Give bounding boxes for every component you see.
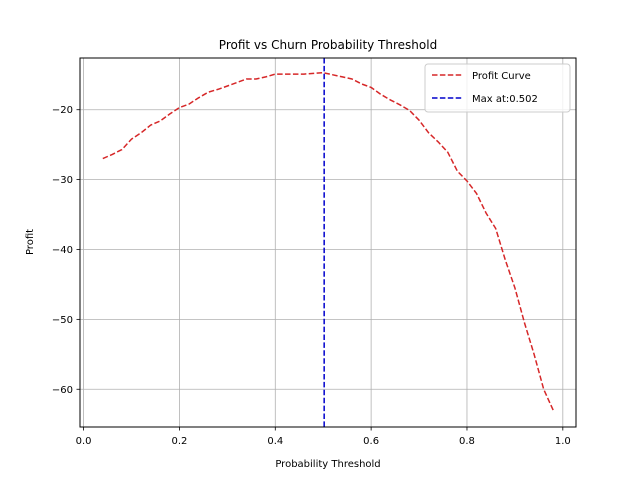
y-tick-label: −50 <box>52 315 73 326</box>
legend: Profit Curve Max at:0.502 <box>424 63 571 113</box>
x-axis-label: Probability Threshold <box>275 459 380 470</box>
chart-title: Profit vs Churn Probability Threshold <box>219 38 437 52</box>
y-tick-label: −40 <box>52 245 73 256</box>
y-tick-label: −60 <box>52 385 73 396</box>
plot-background <box>80 58 576 427</box>
x-tick-label: 0.2 <box>171 436 187 447</box>
y-tick-label: −20 <box>52 105 73 116</box>
legend-box <box>424 63 571 113</box>
legend-label-profit-curve: Profit Curve <box>472 71 531 82</box>
x-tick-label: 0.6 <box>363 436 379 447</box>
y-tick-label: −30 <box>52 175 73 186</box>
x-tick-label: 1.0 <box>555 436 571 447</box>
legend-label-max-line: Max at:0.502 <box>472 94 538 105</box>
plot-frame <box>79 57 577 428</box>
x-tick-label: 0.8 <box>459 436 475 447</box>
x-axis-ticks: 0.0 0.2 0.4 0.6 0.8 1.0 <box>76 427 571 447</box>
grid-lines <box>80 58 576 427</box>
y-axis-ticks: −60 −50 −40 −30 −20 <box>52 105 80 396</box>
x-tick-label: 0.4 <box>267 436 283 447</box>
y-axis-label: Profit <box>25 229 36 255</box>
data-layer <box>102 58 554 427</box>
profit-curve-line <box>102 71 554 411</box>
plot-area <box>79 57 577 428</box>
x-tick-label: 0.0 <box>76 436 92 447</box>
